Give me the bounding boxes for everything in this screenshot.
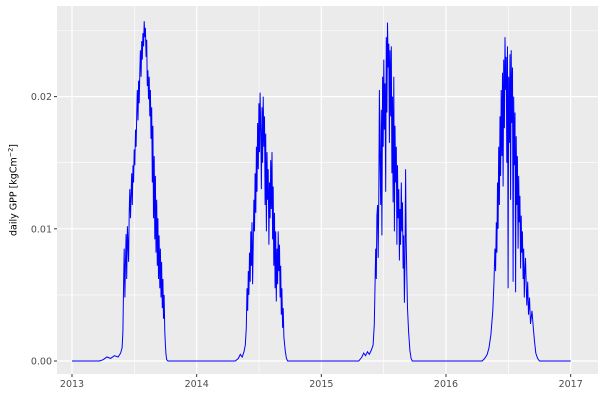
x-tick-label: 2013 xyxy=(60,379,84,390)
y-tick-label: 0.02 xyxy=(31,92,52,103)
x-tick-label: 2014 xyxy=(185,379,209,390)
x-tick-label: 2016 xyxy=(434,379,458,390)
x-tick-label: 2015 xyxy=(309,379,333,390)
y-tick-label: 0.00 xyxy=(31,357,52,368)
gpp-line xyxy=(72,21,571,362)
x-tick-label: 2017 xyxy=(559,379,583,390)
y-tick-label: 0.01 xyxy=(31,224,52,235)
